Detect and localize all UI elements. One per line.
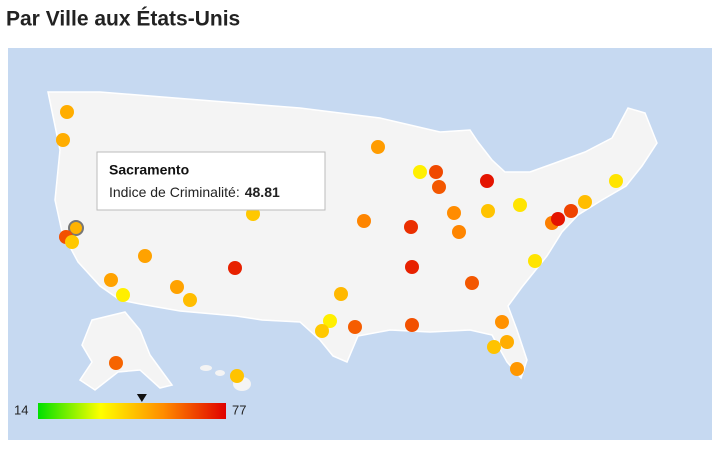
city-dot[interactable] [109, 356, 123, 370]
city-dot[interactable] [348, 320, 362, 334]
city-dot[interactable] [564, 204, 578, 218]
title: Par Ville aux États-Unis [6, 8, 240, 31]
city-dot[interactable] [116, 288, 130, 302]
tooltip-box [96, 151, 326, 211]
legend-max: 77 [232, 402, 246, 417]
city-dot[interactable] [104, 273, 118, 287]
city-dot[interactable] [334, 287, 348, 301]
legend-gradient [38, 403, 226, 419]
legend-min: 14 [14, 402, 28, 417]
city-dot[interactable] [551, 212, 565, 226]
city-dot[interactable] [413, 165, 427, 179]
city-dot[interactable] [513, 198, 527, 212]
city-dot[interactable] [528, 254, 542, 268]
city-dot[interactable] [230, 369, 244, 383]
city-dot[interactable] [578, 195, 592, 209]
city-dot[interactable] [405, 260, 419, 274]
city-dot[interactable] [465, 276, 479, 290]
city-dot[interactable] [404, 220, 418, 234]
tooltip-city: Sacramento [109, 162, 189, 178]
alaska [78, 311, 174, 391]
city-dot[interactable] [487, 340, 501, 354]
city-dot[interactable] [138, 249, 152, 263]
city-dot[interactable] [495, 315, 509, 329]
city-dot[interactable] [56, 133, 70, 147]
city-dot[interactable] [432, 180, 446, 194]
city-dot[interactable] [170, 280, 184, 294]
city-dot[interactable] [65, 235, 79, 249]
city-dot[interactable] [315, 324, 329, 338]
city-dot[interactable] [609, 174, 623, 188]
tooltip-value: 48.81 [245, 184, 280, 200]
city-dot[interactable] [60, 105, 74, 119]
city-dot[interactable] [452, 225, 466, 239]
legend-marker [136, 394, 147, 402]
city-dot[interactable] [405, 318, 419, 332]
city-dot[interactable] [510, 362, 524, 376]
city-dot[interactable] [447, 206, 461, 220]
city-dots [56, 105, 623, 383]
city-dot[interactable] [480, 174, 494, 188]
city-dot[interactable] [371, 140, 385, 154]
tooltip-label: Indice de Criminalité: [109, 184, 240, 200]
city-dot[interactable] [323, 314, 337, 328]
tooltip: Sacramento Indice de Criminalité: 48.81 [96, 151, 326, 211]
city-dot[interactable] [183, 293, 197, 307]
city-dot[interactable] [481, 204, 495, 218]
city-dot[interactable] [68, 220, 84, 236]
city-dot[interactable] [429, 165, 443, 179]
tooltip-line: Indice de Criminalité: 48.81 [109, 184, 280, 200]
city-dot[interactable] [500, 335, 514, 349]
city-dot[interactable] [228, 261, 242, 275]
city-dot[interactable] [357, 214, 371, 228]
